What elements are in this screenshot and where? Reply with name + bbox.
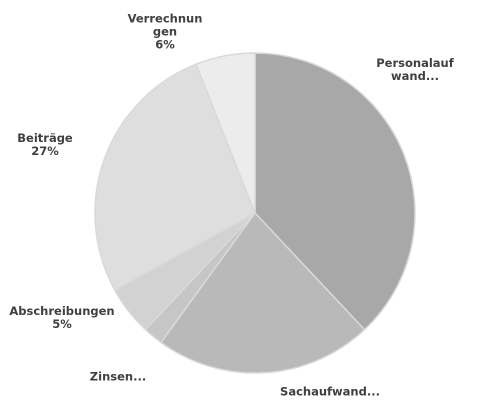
slice-label: Beiträge 27%: [5, 132, 85, 158]
pie-slice: [254, 52, 416, 331]
slice-label: Abschreibungen 5%: [7, 305, 117, 331]
slice-label: Zinsen...: [63, 369, 173, 384]
pie-slice: [94, 63, 256, 292]
slice-label: Verrechnungen 6%: [125, 11, 205, 52]
slice-label: Personalaufwand...: [375, 57, 455, 83]
percent-label: 5%: [52, 317, 72, 331]
category-name: Beiträge: [17, 131, 73, 145]
percent-label: 27%: [31, 144, 59, 158]
category-name: Sachaufwand...: [280, 384, 380, 399]
category-name: Verrechnungen: [127, 11, 203, 39]
category-name: Abschreibungen: [9, 304, 115, 318]
percent-label: 6%: [155, 37, 175, 52]
slice-label: Sachaufwand...: [275, 384, 385, 399]
category-name: Personalaufwand...: [376, 56, 454, 83]
category-name: Zinsen...: [89, 369, 147, 384]
pie-slice: [195, 52, 256, 214]
pie-slice: [159, 211, 366, 374]
